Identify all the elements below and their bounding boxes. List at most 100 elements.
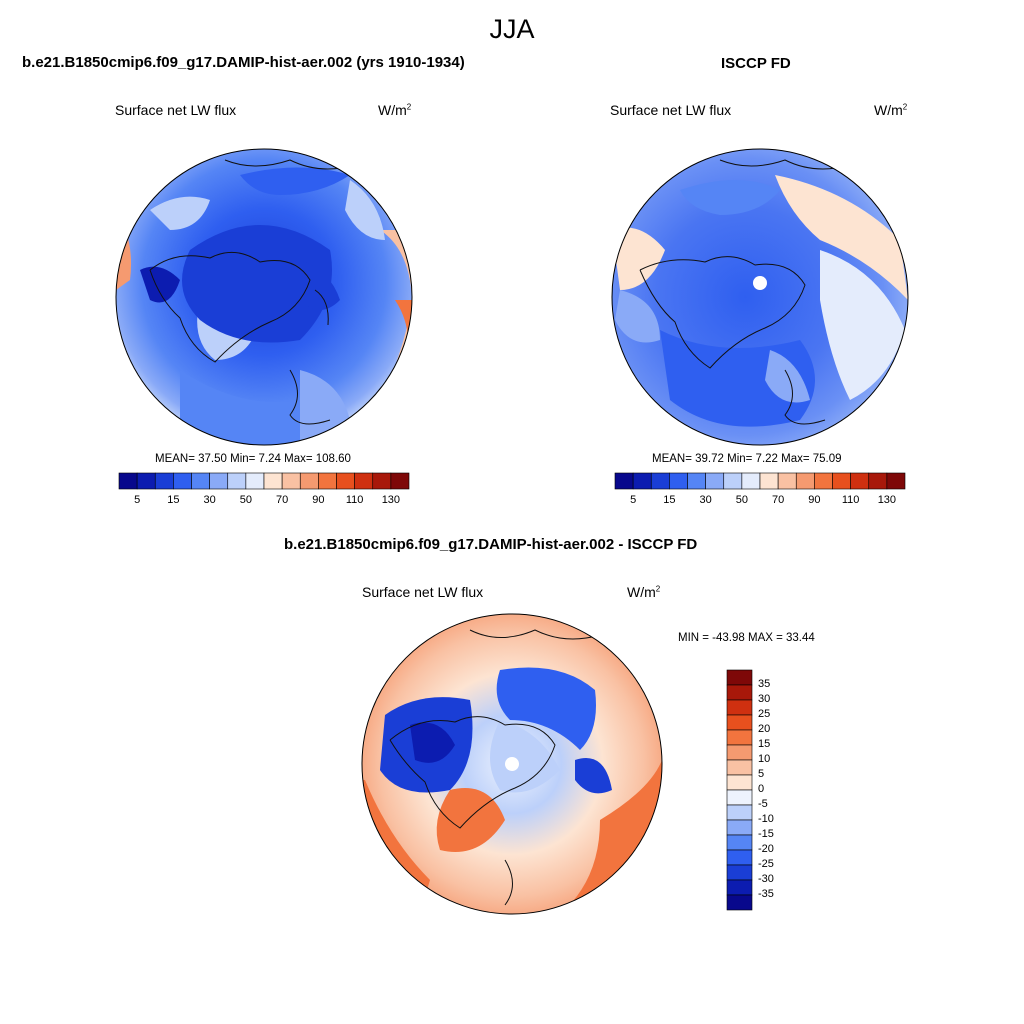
colorbar-tick-label: 5: [134, 494, 141, 506]
colorbar-2: [614, 472, 906, 490]
colorbar-swatch: [299, 472, 319, 490]
colorbar-swatch: [245, 472, 265, 490]
colorbar-tick-label: -35: [758, 888, 774, 900]
map-1: [116, 149, 412, 445]
colorbar-tick-label: 70: [772, 494, 785, 506]
colorbar-swatch: [726, 789, 753, 806]
colorbar-swatch: [726, 804, 753, 821]
colorbar-tick-label: 50: [239, 494, 252, 506]
colorbar-swatch: [726, 684, 753, 701]
map-3-pole-gap: [505, 757, 519, 771]
panel-1-heading: b.e21.B1850cmip6.f09_g17.DAMIP-hist-aer.…: [22, 54, 465, 71]
colorbar-swatch: [726, 849, 753, 866]
colorbar-swatch: [154, 472, 174, 490]
colorbar-swatch: [726, 669, 753, 686]
colorbar-swatch: [136, 472, 156, 490]
colorbar-tick-label: -10: [758, 813, 774, 825]
colorbar-swatch: [759, 472, 779, 490]
colorbar-swatch: [354, 472, 374, 490]
map-2: [612, 149, 908, 445]
colorbar-tick-label: 5: [758, 768, 765, 780]
map-2-border: [611, 148, 909, 446]
diff-heading: b.e21.B1850cmip6.f09_g17.DAMIP-hist-aer.…: [284, 536, 698, 553]
colorbar-swatch: [209, 472, 229, 490]
colorbar-tick-label: 110: [345, 494, 364, 506]
colorbar-swatch: [318, 472, 337, 490]
colorbar-tick-label: 50: [735, 494, 748, 506]
colorbar-tick-label: 15: [663, 494, 676, 506]
colorbar-swatch: [632, 472, 652, 490]
colorbar-swatch: [726, 894, 753, 911]
colorbar-swatch: [723, 472, 743, 490]
colorbar-tick-label: 90: [312, 494, 325, 506]
colorbar-swatch: [390, 472, 410, 490]
colorbar-tick-label: 35: [758, 678, 771, 690]
colorbar-tick-label: 30: [699, 494, 712, 506]
colorbar-swatch: [726, 759, 753, 776]
colorbar-tick-label: 0: [758, 783, 765, 795]
colorbar-tick-label: 30: [203, 494, 216, 506]
colorbar-swatch: [795, 472, 815, 490]
colorbar-tick-label: 130: [381, 494, 401, 506]
colorbar-swatch: [336, 472, 355, 490]
map-3-border: [361, 613, 663, 915]
colorbar-swatch: [191, 472, 210, 490]
panel-1-variable: Surface net LW flux: [115, 102, 237, 118]
panel-2-stats: MEAN= 39.72 Min= 7.22 Max= 75.09: [652, 453, 842, 465]
colorbar-tick-label: 30: [758, 693, 771, 705]
colorbar-1: [118, 472, 410, 490]
colorbar-swatch: [669, 472, 688, 490]
colorbar-swatch: [777, 472, 797, 490]
colorbar-tick-label: 110: [841, 494, 860, 506]
figure-title: JJA: [489, 14, 535, 44]
panel-2-units: W/m2: [874, 102, 908, 118]
colorbar-swatch: [650, 472, 670, 490]
colorbar-swatch: [726, 879, 753, 896]
panel-2-heading: ISCCP FD: [721, 55, 791, 72]
diff-units: W/m2: [627, 584, 661, 600]
colorbar-tick-label: 25: [758, 708, 771, 720]
colorbar-swatch: [726, 744, 753, 761]
colorbar-diff: [726, 669, 753, 911]
colorbar-tick-label: -5: [758, 798, 768, 810]
colorbar-swatch: [118, 472, 138, 490]
colorbar-swatch: [263, 472, 283, 490]
diff-stats: MIN = -43.98 MAX = 33.44: [678, 632, 815, 644]
panel-1-units: W/m2: [378, 102, 412, 118]
colorbar-tick-label: 15: [167, 494, 180, 506]
map-2-pole-gap: [753, 276, 767, 290]
colorbar-swatch: [726, 699, 753, 716]
colorbar-swatch: [726, 834, 753, 851]
colorbar-swatch: [687, 472, 706, 490]
colorbar-tick-label: 10: [758, 753, 771, 765]
colorbar-swatch: [832, 472, 851, 490]
colorbar-tick-label: -15: [758, 828, 774, 840]
colorbar-swatch: [227, 472, 247, 490]
colorbar-tick-label: 15: [758, 738, 771, 750]
colorbar-swatch: [726, 729, 753, 746]
diff-variable: Surface net LW flux: [362, 584, 484, 600]
map-1-border: [115, 148, 413, 446]
colorbar-swatch: [726, 864, 753, 881]
colorbar-tick-label: 20: [758, 723, 771, 735]
colorbar-swatch: [814, 472, 833, 490]
colorbar-swatch: [886, 472, 906, 490]
colorbar-swatch: [726, 774, 753, 791]
colorbar-tick-label: -30: [758, 873, 774, 885]
colorbar-tick-label: 5: [630, 494, 637, 506]
colorbar-swatch: [726, 714, 753, 731]
panel-2-variable: Surface net LW flux: [610, 102, 732, 118]
colorbar-swatch: [868, 472, 888, 490]
colorbar-tick-label: -20: [758, 843, 774, 855]
colorbar-tick-label: 90: [808, 494, 821, 506]
colorbar-swatch: [614, 472, 634, 490]
colorbar-swatch: [173, 472, 192, 490]
colorbar-tick-label: 70: [276, 494, 289, 506]
colorbar-tick-label: 130: [877, 494, 897, 506]
colorbar-swatch: [741, 472, 761, 490]
colorbar-tick-label: -25: [758, 858, 774, 870]
colorbar-swatch: [372, 472, 392, 490]
colorbar-swatch: [726, 819, 753, 836]
colorbar-swatch: [705, 472, 725, 490]
